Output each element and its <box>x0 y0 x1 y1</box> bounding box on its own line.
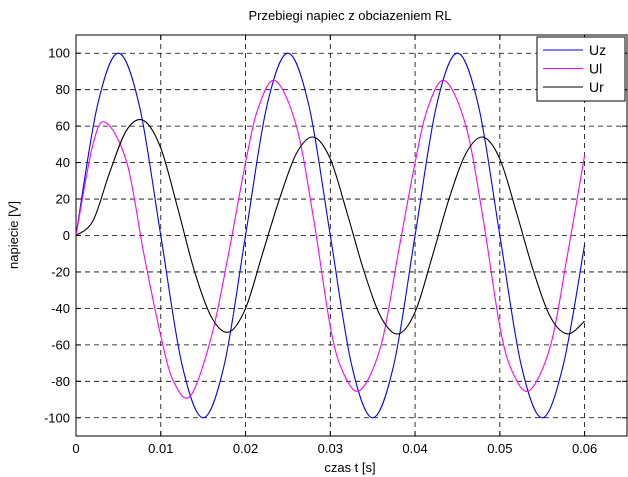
y-tick-label: 100 <box>48 46 70 61</box>
y-tick-label: 20 <box>56 192 70 207</box>
y-tick-label: -60 <box>51 337 70 352</box>
plot-area: 0 0.01 0.02 0.03 0.04 0.05 0.06 -100 -80 -60 -40 -2… <box>44 34 628 456</box>
x-tick-label: 0.06 <box>572 441 597 456</box>
y-tick-label: 80 <box>56 82 70 97</box>
y-tick-label: 40 <box>56 155 70 170</box>
x-tick-label: 0.04 <box>402 441 427 456</box>
legend-label-ul: Ul <box>589 61 602 77</box>
x-tick-label: 0.03 <box>318 441 343 456</box>
y-tick-label: 0 <box>63 228 70 243</box>
series-line-ul <box>75 79 586 399</box>
legend-label-ur: Ur <box>589 79 604 95</box>
x-tick-label: 0.02 <box>233 441 258 456</box>
y-tick-label: 60 <box>56 119 70 134</box>
y-tick-label: -20 <box>51 264 70 279</box>
y-tick-label: -100 <box>44 410 70 425</box>
chart-title: Przebiegi napiec z obciazeniem RL <box>248 8 451 23</box>
series-line-ur <box>75 119 585 335</box>
series-line-uz <box>75 52 586 419</box>
x-tick-label: 0 <box>72 441 79 456</box>
y-axis-label: napiecie [V] <box>6 201 21 269</box>
legend-label-uz: Uz <box>589 42 606 58</box>
legend: Uz Ul Ur <box>536 36 626 102</box>
x-tick-label: 0.05 <box>487 441 512 456</box>
y-tick-label: -80 <box>51 374 70 389</box>
x-tick-label: 0.01 <box>148 441 173 456</box>
x-axis-label: czas t [s] <box>324 460 375 475</box>
y-tick-label: -40 <box>51 301 70 316</box>
